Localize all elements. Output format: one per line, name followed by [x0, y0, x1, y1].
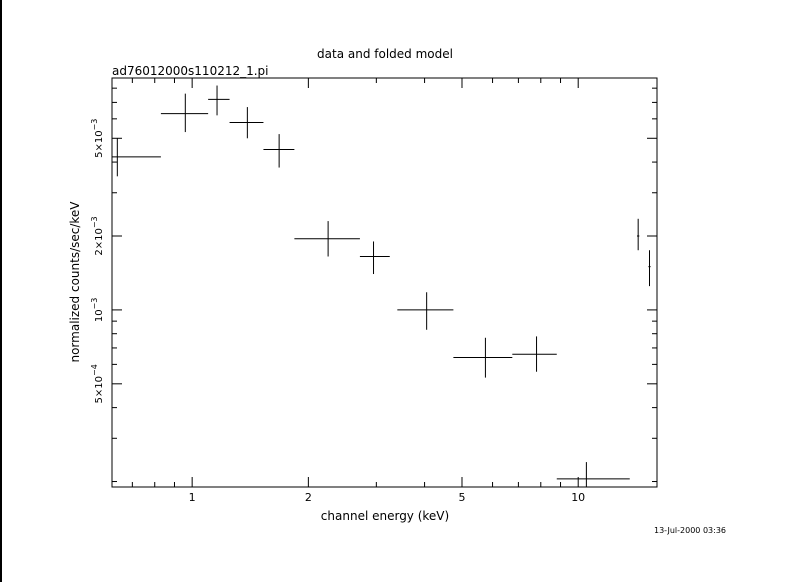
x-tick-label: 5: [458, 491, 465, 504]
data-point: [160, 93, 209, 133]
x-tick-label: 10: [571, 491, 585, 504]
chart-subtitle: ad76012000s110212_1.pi: [112, 64, 269, 78]
y-tick-label: 5×10−4: [90, 364, 105, 403]
data-point: [512, 336, 557, 372]
y-axis-label: normalized counts/sec/keV: [68, 201, 82, 363]
window-left-border: [0, 0, 2, 582]
y-tick-labels: 5×10−3 2×10−3 10−3 5×10−4: [90, 119, 105, 404]
data-point: [229, 107, 264, 139]
x-tick-label: 1: [189, 491, 196, 504]
data-point: [112, 138, 161, 177]
x-axis-label: channel energy (keV): [321, 509, 449, 523]
data-point: [453, 337, 513, 378]
data-point: [648, 250, 651, 287]
data-point: [263, 134, 295, 168]
timestamp: 13-Jul-2000 03:36: [654, 526, 726, 535]
x-tick-labels: 1 2 5 10: [189, 491, 586, 504]
plot-frame: [111, 77, 658, 488]
data-point: [636, 218, 640, 251]
data-point: [397, 292, 454, 330]
x-tick-label: 2: [305, 491, 312, 504]
axis-ticks: [112, 78, 657, 487]
data-point: [208, 85, 230, 116]
y-tick-label: 10−3: [90, 298, 105, 323]
data-point: [556, 462, 630, 487]
y-tick-label: 5×10−3: [90, 119, 105, 158]
chart-title: data and folded model: [317, 47, 453, 61]
data-point: [359, 241, 390, 275]
data-points: [112, 85, 651, 487]
data-point: [294, 221, 360, 257]
y-tick-label: 2×10−3: [90, 216, 105, 255]
